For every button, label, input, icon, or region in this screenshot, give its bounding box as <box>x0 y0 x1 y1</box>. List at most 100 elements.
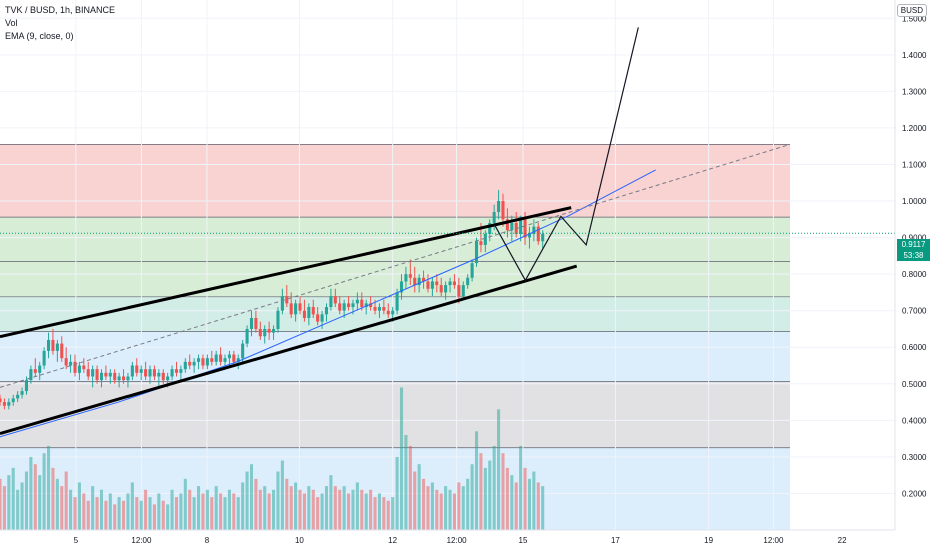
candle-body <box>33 369 37 373</box>
volume-bar <box>497 409 501 530</box>
volume-bar <box>342 486 346 530</box>
ema-legend: EMA (9, close, 0) <box>5 31 74 41</box>
candle-body <box>113 372 117 381</box>
candle-body <box>64 358 68 366</box>
candle-body <box>430 281 434 289</box>
candle-body <box>55 343 59 351</box>
candle-body <box>311 307 315 315</box>
volume-bar <box>16 489 20 530</box>
x-tick-label: 17 <box>611 536 620 545</box>
candle-body <box>404 274 408 282</box>
volume-bar <box>532 471 536 530</box>
volume-bar <box>510 475 514 530</box>
candle-body <box>183 361 187 370</box>
volume-bar <box>192 497 196 530</box>
projection-path <box>494 27 639 282</box>
candle-body <box>38 365 42 373</box>
y-tick-label: 0.9000 <box>902 234 927 243</box>
volume-bar <box>373 497 377 530</box>
candle-body <box>236 358 240 362</box>
volume-bar <box>492 445 496 530</box>
candle-body <box>24 380 29 392</box>
volume-bar <box>523 467 527 530</box>
candle-body <box>174 369 179 373</box>
volume-bar <box>144 489 148 530</box>
candle-body <box>329 296 333 308</box>
candle-body <box>254 318 258 329</box>
candle-body <box>435 281 439 286</box>
volume-bar <box>11 467 15 530</box>
candle-body <box>166 376 170 381</box>
candle-body <box>232 354 236 362</box>
volume-bar <box>263 486 267 530</box>
candle-body <box>417 277 421 286</box>
volume-bar <box>457 482 461 530</box>
volume-bar <box>236 497 240 530</box>
volume-bar <box>183 478 187 530</box>
candle-body <box>373 307 377 311</box>
x-tick-label: 12:00 <box>131 536 152 545</box>
candle-body <box>170 369 174 377</box>
volume-bar <box>399 387 404 530</box>
candle-body <box>408 274 412 278</box>
x-tick-label: 15 <box>519 536 528 545</box>
volume-bar <box>0 478 2 530</box>
zone-0 <box>0 144 790 218</box>
volume-bar <box>91 486 95 530</box>
countdown-value: 53:38 <box>903 251 924 260</box>
candle-body <box>135 365 139 373</box>
volume-bar <box>161 500 165 530</box>
volume-bar <box>408 445 412 530</box>
candle-body <box>7 402 11 406</box>
volume-bar <box>38 475 42 530</box>
zone-2 <box>0 261 790 297</box>
candle-body <box>91 369 95 377</box>
volume-bar <box>179 493 183 530</box>
volume-bar <box>99 489 104 530</box>
volume-bar <box>417 464 421 530</box>
volume-bar <box>338 489 342 530</box>
candle-body <box>179 369 183 373</box>
volume-bar <box>197 486 201 530</box>
candle-body <box>210 358 214 362</box>
x-tick-label: 12:00 <box>763 536 784 545</box>
currency-badge[interactable]: BUSD <box>896 4 927 17</box>
candle-body <box>333 296 337 304</box>
candle-body <box>426 281 430 289</box>
volume-bar <box>448 489 452 530</box>
volume-bar <box>377 493 381 530</box>
volume-bar <box>316 497 320 530</box>
volume-bar <box>430 482 434 530</box>
candle-body <box>413 277 417 286</box>
volume-bar <box>267 493 271 530</box>
volume-bar <box>320 493 324 530</box>
volume-bar <box>272 489 276 530</box>
volume-bar <box>333 486 337 530</box>
candle-body <box>214 354 218 362</box>
x-tick-label: 19 <box>704 536 713 545</box>
volume-bar <box>311 489 315 530</box>
candle-body <box>152 369 156 377</box>
volume-bar <box>104 500 108 530</box>
x-tick-label: 22 <box>838 536 847 545</box>
candle-body <box>377 307 381 311</box>
zone-4 <box>0 331 790 382</box>
candle-body <box>386 310 390 315</box>
candle-body <box>42 350 46 366</box>
y-tick-label: 1.0000 <box>902 197 927 206</box>
candle-body <box>320 314 324 322</box>
volume-bar <box>360 489 364 530</box>
candle-body <box>73 361 77 373</box>
candle-body <box>474 241 479 264</box>
y-tick-label: 0.5000 <box>902 380 927 389</box>
x-tick-label: 10 <box>295 536 304 545</box>
volume-bar <box>386 500 390 530</box>
candle-body <box>227 354 231 359</box>
volume-bar <box>205 489 209 530</box>
volume-bar <box>444 486 448 530</box>
volume-bar <box>117 497 121 530</box>
volume-bar <box>210 497 214 530</box>
volume-bar <box>148 497 152 530</box>
x-tick-label: 8 <box>205 536 210 545</box>
